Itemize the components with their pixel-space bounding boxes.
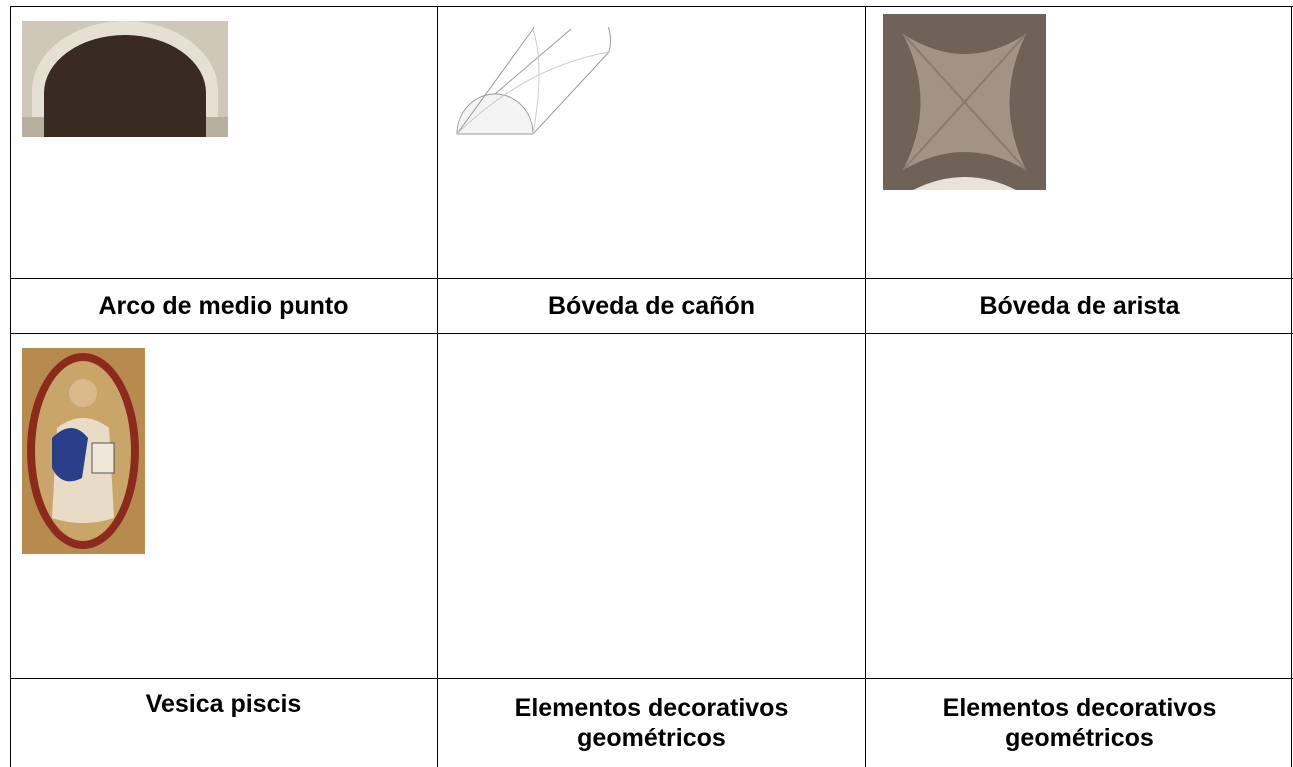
cell-label: Elementos decorativos geométricos — [942, 694, 1217, 752]
rule — [10, 333, 1293, 334]
cell-label: Arco de medio punto — [98, 292, 349, 320]
rule — [10, 6, 11, 767]
cell-label: Bóveda de arista — [979, 292, 1180, 320]
cell-label: Elementos decorativos geométricos — [514, 694, 789, 752]
vesica-piscis-image — [22, 348, 145, 554]
cell-label: Vesica piscis — [145, 690, 302, 718]
rule — [10, 6, 1293, 7]
rule — [10, 278, 1293, 279]
arch-photo — [22, 21, 228, 137]
cell-label: Bóveda de cañón — [548, 292, 755, 320]
rule — [865, 6, 866, 767]
groin-vault-photo — [883, 14, 1046, 190]
rule — [10, 678, 1293, 679]
barrel-vault-drawing — [456, 27, 611, 135]
rule — [1291, 6, 1292, 767]
rule — [437, 6, 438, 767]
